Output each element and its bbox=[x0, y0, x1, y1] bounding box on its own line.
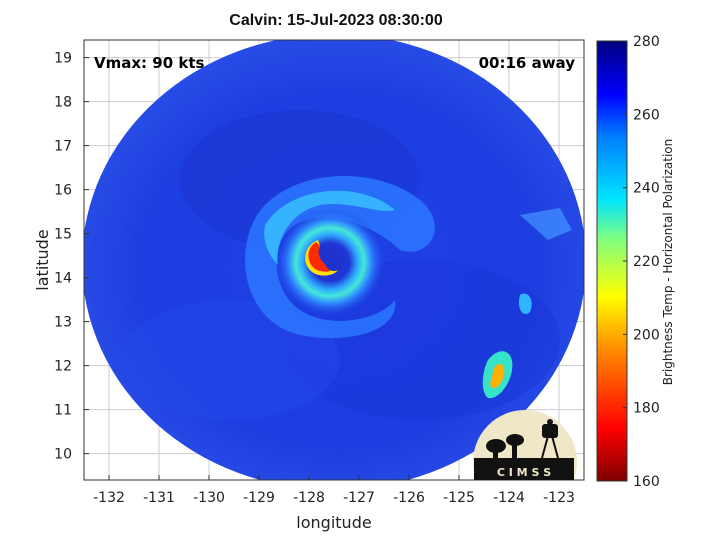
x-tick-label: -124 bbox=[493, 490, 525, 506]
x-tick-label: -130 bbox=[193, 490, 225, 506]
colorbar bbox=[596, 40, 628, 482]
colorbar-tick-label: 260 bbox=[633, 107, 660, 123]
y-tick-label: 13 bbox=[54, 315, 72, 331]
y-tick-label: 17 bbox=[54, 139, 72, 155]
cimss-logo: C I M S S bbox=[473, 410, 577, 480]
y-tick-label: 19 bbox=[54, 51, 72, 67]
x-tick-label: -132 bbox=[93, 490, 125, 506]
x-axis-label: longitude bbox=[296, 513, 371, 532]
colorbar-tick-label: 200 bbox=[633, 327, 660, 343]
colorbar-tick-label: 220 bbox=[633, 254, 660, 270]
time-offset-annotation: 00:16 away bbox=[479, 54, 576, 72]
x-tick-label: -131 bbox=[143, 490, 175, 506]
colorbar-tick-label: 180 bbox=[633, 401, 660, 417]
axes-frame bbox=[83, 39, 585, 481]
y-tick-label: 12 bbox=[54, 359, 72, 375]
y-tick-label: 15 bbox=[54, 227, 72, 243]
vmax-annotation: Vmax: 90 kts bbox=[94, 54, 204, 72]
y-tick-label: 10 bbox=[54, 447, 72, 463]
y-tick-label: 11 bbox=[54, 403, 72, 419]
colorbar-tick-label: 280 bbox=[633, 34, 660, 50]
x-tick-label: -127 bbox=[343, 490, 375, 506]
x-tick-label: -123 bbox=[543, 490, 575, 506]
x-tick-label: -125 bbox=[443, 490, 475, 506]
colorbar-label: Brightness Temp - Horizontal Polarizatio… bbox=[661, 139, 675, 386]
y-axis-label: latitude bbox=[33, 229, 52, 290]
brightness-swath bbox=[84, 40, 584, 480]
y-axis-ticks: 10 11 12 13 14 15 16 17 18 19 bbox=[54, 51, 89, 463]
x-tick-label: -128 bbox=[293, 490, 325, 506]
colorbar-tick-label: 160 bbox=[633, 474, 660, 490]
x-tick-label: -129 bbox=[243, 490, 275, 506]
colorbar-tick-label: 240 bbox=[633, 181, 660, 197]
y-tick-label: 16 bbox=[54, 183, 72, 199]
logo-text: C I M S S bbox=[497, 466, 551, 479]
y-tick-label: 14 bbox=[54, 271, 72, 287]
colorbar-ticks: 160 180 200 220 240 260 280 bbox=[623, 34, 660, 490]
plot-title: Calvin: 15-Jul-2023 08:30:00 bbox=[229, 12, 443, 29]
y-tick-label: 18 bbox=[54, 95, 72, 111]
x-axis-ticks: -132 -131 -130 -129 -128 -127 -126 -125 -124 -123 bbox=[93, 475, 575, 506]
x-tick-label: -126 bbox=[393, 490, 425, 506]
